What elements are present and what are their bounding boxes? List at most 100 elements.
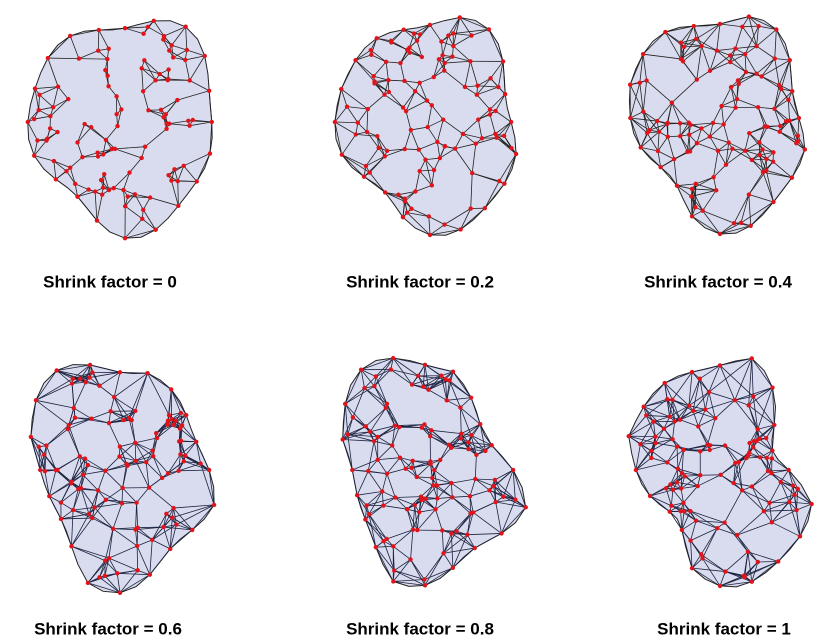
mesh-edge <box>762 158 767 173</box>
mesh-edge <box>460 208 472 230</box>
point <box>142 144 148 149</box>
mesh-edge <box>341 154 370 173</box>
point <box>69 544 74 549</box>
mesh-edge <box>113 528 136 531</box>
mesh-edge <box>765 170 774 203</box>
point <box>424 98 430 103</box>
mesh-edge <box>152 456 163 479</box>
mesh-edge <box>183 153 211 167</box>
mesh-edge <box>477 119 483 139</box>
mesh-edge <box>413 24 431 34</box>
mesh-edge <box>734 399 758 430</box>
point <box>364 503 369 508</box>
mesh-edge <box>406 212 429 217</box>
mesh-edge <box>437 496 453 499</box>
point <box>743 69 749 75</box>
point <box>682 474 687 479</box>
mesh-edge <box>716 23 721 51</box>
mesh-edge <box>495 501 526 508</box>
point <box>178 438 184 444</box>
mesh-edge <box>367 94 385 110</box>
point <box>662 380 667 386</box>
mesh-edge <box>651 457 668 463</box>
mesh-edge <box>104 560 118 574</box>
point <box>435 496 440 501</box>
mesh-edge <box>728 142 746 152</box>
mesh-edge <box>30 436 41 471</box>
mesh-edge <box>53 160 67 172</box>
mesh-edge <box>460 207 486 230</box>
mesh-edge <box>663 416 671 429</box>
mesh-edge <box>390 369 419 377</box>
point <box>169 387 174 392</box>
mesh-edge <box>47 35 71 59</box>
mesh-edge <box>60 518 72 547</box>
mesh-edge <box>390 369 413 385</box>
mesh-edge <box>177 181 179 206</box>
point <box>761 508 767 514</box>
point <box>179 423 185 428</box>
point <box>749 579 755 584</box>
point <box>44 443 49 448</box>
mesh-edge <box>696 136 711 144</box>
mesh-edge <box>719 576 745 587</box>
mesh-edge <box>144 60 160 75</box>
mesh-edge <box>748 194 774 203</box>
mesh-edge <box>719 365 754 397</box>
mesh-edge <box>410 559 425 580</box>
mesh-edge <box>460 407 472 436</box>
mesh-edge <box>740 194 750 223</box>
point <box>172 167 177 172</box>
mesh-edge <box>170 389 182 414</box>
mesh-edge <box>512 469 527 508</box>
point <box>414 38 420 43</box>
mesh-edge <box>342 403 346 440</box>
mesh-edge <box>419 169 435 172</box>
mesh-edge <box>134 193 151 198</box>
point <box>434 483 440 488</box>
mesh-edge <box>135 529 153 541</box>
point <box>792 492 797 498</box>
mesh-edge <box>656 102 673 122</box>
mesh-edge <box>376 37 392 43</box>
mesh-edge <box>116 573 121 593</box>
point <box>423 496 428 502</box>
point <box>410 527 416 532</box>
mesh-edge <box>108 545 138 559</box>
mesh-edge <box>412 460 418 478</box>
mesh-edge <box>748 16 759 27</box>
point <box>176 468 181 474</box>
point <box>653 440 658 446</box>
mesh-edge <box>737 73 757 81</box>
mesh-edge <box>411 384 429 391</box>
point <box>770 385 775 390</box>
mesh-edge <box>384 80 389 95</box>
mesh-edge <box>444 208 471 225</box>
mesh-edge <box>135 442 153 451</box>
mesh-edge <box>788 501 801 537</box>
point <box>770 159 776 164</box>
point <box>450 54 455 59</box>
point <box>134 500 139 505</box>
mesh-edge <box>152 433 157 451</box>
mesh-edge <box>681 520 697 531</box>
point <box>194 179 199 184</box>
mesh-edge <box>60 517 93 520</box>
mesh-edge <box>393 579 425 582</box>
mesh-edge <box>476 94 491 110</box>
mesh-edge <box>149 548 171 575</box>
mesh-edge <box>196 153 211 182</box>
point <box>786 97 791 102</box>
point <box>354 492 360 498</box>
mesh-edge <box>404 191 416 202</box>
point <box>108 409 113 414</box>
mesh-edge <box>747 551 779 562</box>
mesh-edge <box>371 54 387 63</box>
mesh-edge <box>376 136 388 152</box>
point <box>184 47 190 53</box>
mesh-edge <box>680 45 702 60</box>
mesh-edge <box>391 445 401 458</box>
mesh-edge <box>688 128 702 136</box>
mesh-edge <box>629 117 642 148</box>
mesh-edge <box>774 29 777 59</box>
